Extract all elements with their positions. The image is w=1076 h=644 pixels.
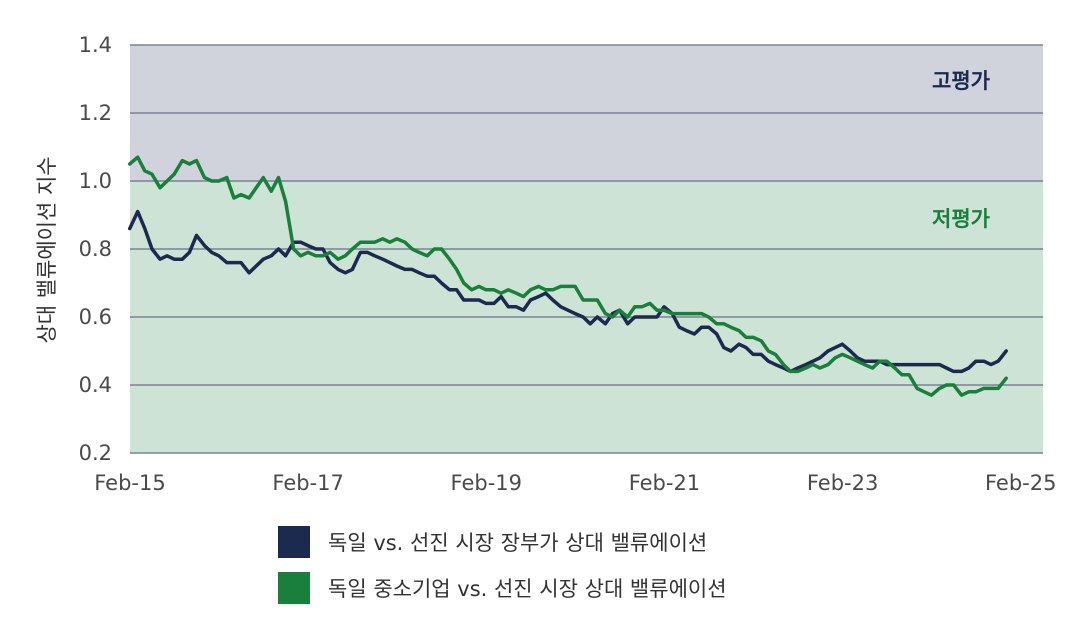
y-tick-label: 0.4: [79, 373, 112, 397]
x-tick-label: Feb-25: [985, 471, 1056, 495]
y-tick-label: 1.0: [79, 169, 112, 193]
y-axis-ticks: 0.2 0.4 0.6 0.8 1.0 1.2 1.4: [79, 33, 112, 465]
series-line-0: [127, 209, 1008, 374]
x-tick-label: Feb-19: [451, 471, 522, 495]
zone-label-0: 고평가: [932, 69, 991, 93]
series-line-1: [127, 155, 1008, 397]
legend-item-germany-book-value: 독일 vs. 선진 시장 장부가 상대 밸류에이션: [278, 526, 727, 558]
legend-swatch-navy: [278, 526, 310, 558]
zone-label-1: 저평가: [932, 207, 991, 231]
x-tick-label: Feb-21: [629, 471, 700, 495]
gridlines: [130, 44, 1043, 454]
x-tick-label: Feb-23: [807, 471, 878, 495]
series-lines: [127, 155, 1008, 397]
x-tick-label: Feb-15: [94, 471, 165, 495]
legend-label: 독일 vs. 선진 시장 장부가 상대 밸류에이션: [328, 531, 708, 555]
y-tick-label: 0.2: [79, 441, 112, 465]
y-tick-label: 1.2: [79, 101, 112, 125]
y-tick-label: 1.4: [79, 33, 112, 57]
x-tick-label: Feb-17: [272, 471, 343, 495]
legend-item-germany-smallcap: 독일 중소기업 vs. 선진 시장 상대 밸류에이션: [278, 572, 727, 604]
y-tick-label: 0.8: [79, 237, 112, 261]
legend-swatch-green: [278, 572, 310, 604]
x-axis-ticks: Feb-15 Feb-17 Feb-19 Feb-21 Feb-23 Feb-25: [94, 471, 1056, 495]
y-axis-label: 상대 밸류에이션 지수: [35, 156, 59, 343]
legend: 독일 vs. 선진 시장 장부가 상대 밸류에이션 독일 중소기업 vs. 선진…: [278, 526, 727, 618]
legend-label: 독일 중소기업 vs. 선진 시장 상대 밸류에이션: [328, 577, 727, 601]
y-tick-label: 0.6: [79, 305, 112, 329]
